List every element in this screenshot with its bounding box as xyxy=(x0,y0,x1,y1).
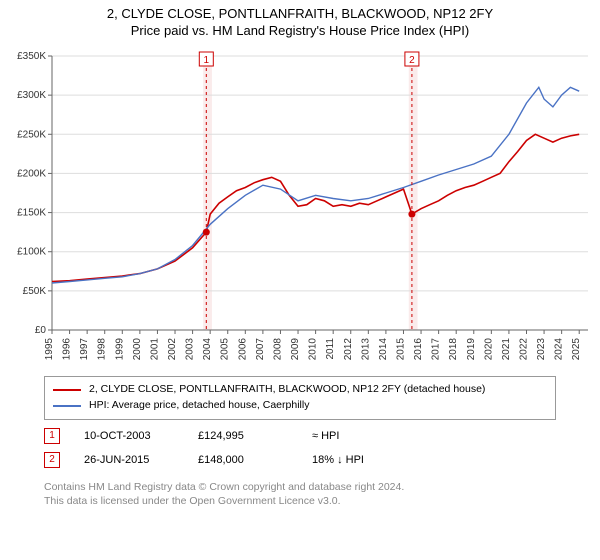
svg-text:2002: 2002 xyxy=(167,338,178,361)
legend-item-hpi: HPI: Average price, detached house, Caer… xyxy=(53,398,547,414)
svg-text:£300K: £300K xyxy=(17,90,46,101)
svg-text:2017: 2017 xyxy=(431,338,442,361)
sale-delta-2: 18% ↓ HPI xyxy=(312,454,402,466)
sale-delta-1: ≈ HPI xyxy=(312,430,402,442)
sale-row-2: 2 26-JUN-2015 £148,000 18% ↓ HPI xyxy=(44,452,556,468)
svg-text:2003: 2003 xyxy=(185,338,196,361)
svg-text:1999: 1999 xyxy=(114,338,125,361)
sale-marker-2: 2 xyxy=(44,452,60,468)
svg-text:2019: 2019 xyxy=(466,338,477,361)
svg-text:2025: 2025 xyxy=(571,338,582,361)
legend: 2, CLYDE CLOSE, PONTLLANFRAITH, BLACKWOO… xyxy=(44,376,556,420)
sale-price-1: £124,995 xyxy=(198,430,288,442)
svg-text:2011: 2011 xyxy=(325,338,336,360)
svg-text:2020: 2020 xyxy=(483,338,494,361)
svg-text:2012: 2012 xyxy=(343,338,354,361)
svg-text:2014: 2014 xyxy=(378,338,389,361)
svg-text:2023: 2023 xyxy=(536,338,547,361)
svg-text:2007: 2007 xyxy=(255,338,266,361)
svg-text:1: 1 xyxy=(204,55,210,66)
svg-text:£250K: £250K xyxy=(17,129,46,140)
svg-text:2010: 2010 xyxy=(308,338,319,361)
svg-text:2021: 2021 xyxy=(501,338,512,361)
svg-text:£200K: £200K xyxy=(17,168,46,179)
svg-text:£50K: £50K xyxy=(23,286,47,297)
footer-line-2: This data is licensed under the Open Gov… xyxy=(44,494,556,508)
svg-text:£100K: £100K xyxy=(17,247,46,258)
svg-text:2022: 2022 xyxy=(518,338,529,361)
legend-label-property: 2, CLYDE CLOSE, PONTLLANFRAITH, BLACKWOO… xyxy=(89,382,485,398)
svg-text:1996: 1996 xyxy=(62,338,73,361)
svg-text:£0: £0 xyxy=(35,325,47,336)
sale-date-2: 26-JUN-2015 xyxy=(84,454,174,466)
svg-text:2005: 2005 xyxy=(220,338,231,361)
svg-text:2008: 2008 xyxy=(272,338,283,361)
title-line-1: 2, CLYDE CLOSE, PONTLLANFRAITH, BLACKWOO… xyxy=(0,6,600,21)
svg-text:2004: 2004 xyxy=(202,338,213,361)
sales-list: 1 10-OCT-2003 £124,995 ≈ HPI 2 26-JUN-20… xyxy=(44,420,556,468)
chart-area: £0 £50K £100K £150K £200K £250K £300K £350K 1995… xyxy=(0,48,600,368)
sale-marker-1: 1 xyxy=(44,428,60,444)
svg-text:2018: 2018 xyxy=(448,338,459,361)
svg-text:2006: 2006 xyxy=(237,338,248,361)
legend-label-hpi: HPI: Average price, detached house, Caer… xyxy=(89,398,309,414)
chart-title: 2, CLYDE CLOSE, PONTLLANFRAITH, BLACKWOO… xyxy=(0,0,600,38)
svg-text:2024: 2024 xyxy=(554,338,565,361)
svg-text:2: 2 xyxy=(409,55,415,66)
svg-text:2015: 2015 xyxy=(395,338,406,361)
svg-text:2001: 2001 xyxy=(149,338,160,361)
legend-item-property: 2, CLYDE CLOSE, PONTLLANFRAITH, BLACKWOO… xyxy=(53,382,547,398)
sale-price-2: £148,000 xyxy=(198,454,288,466)
footer-attribution: Contains HM Land Registry data © Crown c… xyxy=(44,480,556,508)
legend-swatch-property xyxy=(53,389,81,391)
svg-text:2009: 2009 xyxy=(290,338,301,361)
line-chart-svg: £0 £50K £100K £150K £200K £250K £300K £350K 1995… xyxy=(0,48,600,368)
title-line-2: Price paid vs. HM Land Registry's House … xyxy=(0,23,600,38)
svg-text:£150K: £150K xyxy=(17,208,46,219)
svg-text:1998: 1998 xyxy=(97,338,108,361)
sale-date-1: 10-OCT-2003 xyxy=(84,430,174,442)
svg-text:£350K: £350K xyxy=(17,51,46,62)
sale-row-1: 1 10-OCT-2003 £124,995 ≈ HPI xyxy=(44,428,556,444)
svg-text:2016: 2016 xyxy=(413,338,424,361)
legend-swatch-hpi xyxy=(53,405,81,407)
svg-text:1995: 1995 xyxy=(44,338,55,361)
footer-line-1: Contains HM Land Registry data © Crown c… xyxy=(44,480,556,494)
svg-text:2000: 2000 xyxy=(132,338,143,361)
svg-text:2013: 2013 xyxy=(360,338,371,361)
svg-text:1997: 1997 xyxy=(79,338,90,361)
